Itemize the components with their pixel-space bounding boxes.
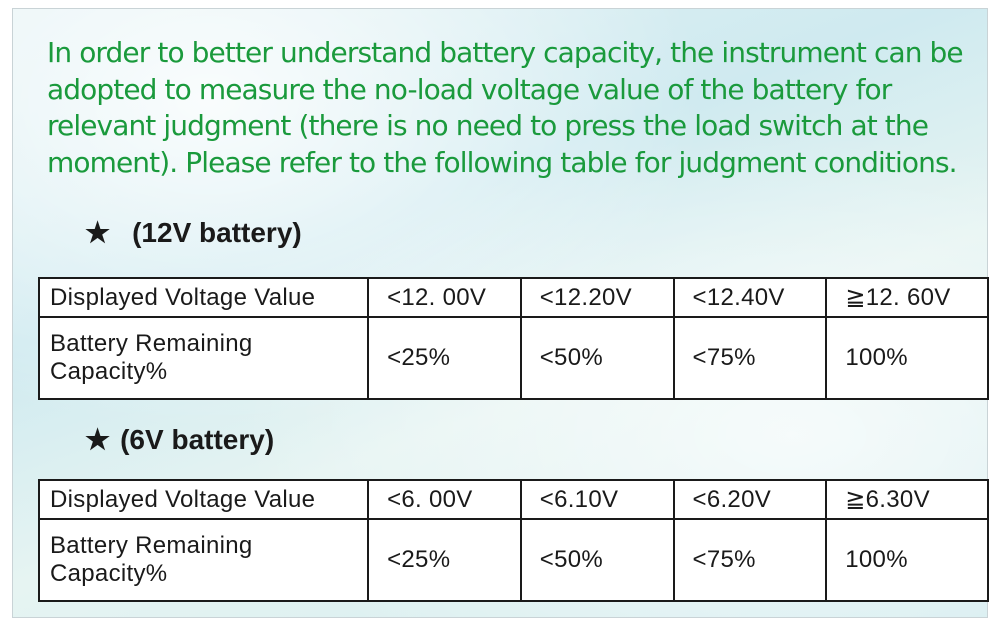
voltage-cell: <6.10V xyxy=(519,479,675,520)
section-heading-12v-text: (12V battery) xyxy=(132,217,302,248)
capacity-cell: 100% xyxy=(825,518,989,602)
voltage-cell: <12.20V xyxy=(519,277,675,318)
voltage-cell: <12. 00V xyxy=(367,277,522,318)
voltage-cell: <6. 00V xyxy=(367,479,522,520)
voltage-table-6v: Displayed Voltage Value <6. 00V <6.10V <… xyxy=(37,479,989,602)
voltage-table-12v: Displayed Voltage Value <12. 00V <12.20V… xyxy=(37,277,989,400)
capacity-cell: 100% xyxy=(825,316,989,400)
section-heading-6v: ★ (6V battery) xyxy=(85,423,274,456)
capacity-cell: <25% xyxy=(367,518,522,602)
table-row-voltage: Displayed Voltage Value <6. 00V <6.10V <… xyxy=(37,479,989,520)
row-label-voltage: Displayed Voltage Value xyxy=(37,277,370,318)
intro-paragraph: In order to better understand battery ca… xyxy=(47,36,964,179)
star-icon: ★ xyxy=(85,217,111,248)
star-icon: ★ xyxy=(85,424,111,455)
voltage-cell: <12.40V xyxy=(672,277,828,318)
table-row-voltage: Displayed Voltage Value <12. 00V <12.20V… xyxy=(37,277,989,318)
row-label-capacity: Battery Remaining Capacity% xyxy=(37,316,370,400)
table-row-capacity: Battery Remaining Capacity% <25% <50% <7… xyxy=(37,316,989,400)
capacity-cell: <50% xyxy=(519,518,675,602)
capacity-cell: <50% xyxy=(519,316,675,400)
capacity-cell: <75% xyxy=(672,316,828,400)
table-row-capacity: Battery Remaining Capacity% <25% <50% <7… xyxy=(37,518,989,602)
section-heading-12v: ★ (12V battery) xyxy=(85,216,302,249)
row-label-capacity: Battery Remaining Capacity% xyxy=(37,518,370,602)
row-label-voltage: Displayed Voltage Value xyxy=(37,479,370,520)
voltage-cell: ≧12. 60V xyxy=(825,277,989,318)
voltage-cell: <6.20V xyxy=(672,479,828,520)
voltage-cell: ≧6.30V xyxy=(825,479,989,520)
content-panel: In order to better understand battery ca… xyxy=(12,8,989,618)
capacity-cell: <75% xyxy=(672,518,828,602)
section-heading-6v-text: (6V battery) xyxy=(120,424,275,455)
capacity-cell: <25% xyxy=(367,316,522,400)
